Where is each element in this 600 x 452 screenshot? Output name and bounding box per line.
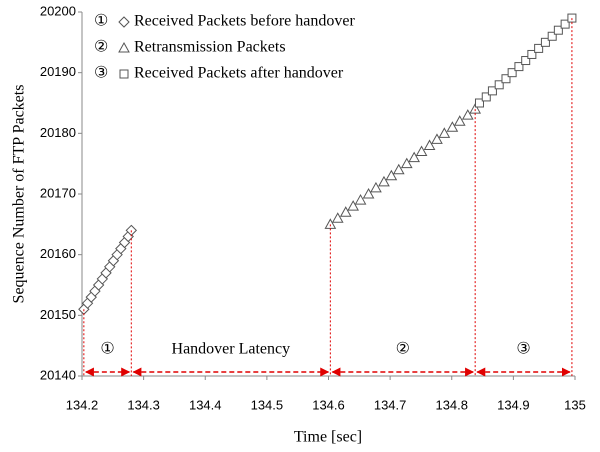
marker-triangle bbox=[362, 187, 375, 199]
marker-triangle bbox=[461, 109, 474, 120]
x-tick-label: 134.8 bbox=[435, 397, 468, 412]
y-tick-label: 20150 bbox=[40, 307, 76, 322]
marker-triangle bbox=[370, 181, 382, 193]
marker-square bbox=[481, 92, 491, 102]
x-tick-label: 134.7 bbox=[374, 397, 407, 412]
marker-square bbox=[507, 68, 517, 78]
y-tick-label: 20180 bbox=[40, 125, 76, 140]
x-tick-label: 134.5 bbox=[251, 397, 284, 412]
marker-square bbox=[521, 56, 531, 66]
legend-label: Retransmission Packets bbox=[134, 39, 286, 56]
y-tick-label: 20140 bbox=[40, 367, 76, 382]
marker-triangle bbox=[415, 145, 428, 157]
x-tick-label: 135 bbox=[564, 397, 586, 412]
marker-triangle bbox=[453, 115, 466, 126]
marker-triangle bbox=[408, 151, 421, 163]
y-axis-label: Sequence Number of FTP Packets bbox=[11, 85, 28, 304]
legend-label: Received Packets before handover bbox=[134, 13, 355, 30]
marker-triangle bbox=[118, 41, 130, 53]
marker-square bbox=[487, 86, 497, 96]
legend-number: ③ bbox=[94, 65, 108, 82]
marker-triangle bbox=[324, 218, 337, 229]
marker-triangle bbox=[339, 206, 352, 217]
x-tick-label: 134.6 bbox=[312, 397, 345, 412]
legend-number: ① bbox=[94, 13, 108, 30]
x-tick-label: 134.3 bbox=[127, 397, 160, 412]
marker-square bbox=[514, 62, 524, 72]
marker-square bbox=[119, 69, 129, 79]
marker-triangle bbox=[331, 212, 344, 223]
marker-square bbox=[501, 74, 511, 84]
marker-triangle bbox=[385, 169, 398, 181]
marker-square bbox=[540, 37, 550, 47]
marker-triangle bbox=[400, 157, 413, 169]
span-label: ③ bbox=[516, 341, 530, 358]
x-axis-label: Time [sec] bbox=[294, 429, 362, 446]
marker-square bbox=[553, 25, 563, 35]
marker-square bbox=[560, 19, 570, 29]
marker-triangle bbox=[378, 175, 390, 187]
marker-triangle bbox=[446, 121, 459, 132]
marker-square bbox=[534, 43, 544, 53]
marker-triangle bbox=[423, 139, 436, 150]
y-tick-label: 20200 bbox=[40, 3, 76, 18]
marker-triangle bbox=[438, 127, 451, 138]
marker-triangle bbox=[354, 194, 367, 205]
marker-square bbox=[527, 49, 537, 59]
x-tick-label: 134.2 bbox=[66, 397, 99, 412]
span-label: ① bbox=[100, 341, 114, 358]
marker-triangle bbox=[392, 163, 405, 175]
x-tick-label: 134.9 bbox=[497, 397, 530, 412]
marker-square bbox=[494, 80, 504, 90]
marker-triangle bbox=[347, 200, 359, 211]
y-tick-label: 20160 bbox=[40, 246, 76, 261]
y-tick-label: 20190 bbox=[40, 64, 76, 79]
x-tick-label: 134.4 bbox=[189, 397, 222, 412]
span-label: Handover Latency bbox=[172, 341, 291, 358]
marker-square bbox=[547, 31, 557, 41]
legend-label: Received Packets after handover bbox=[134, 65, 344, 82]
marker-triangle bbox=[431, 133, 443, 144]
marker-diamond bbox=[118, 16, 130, 28]
y-tick-label: 20170 bbox=[40, 185, 76, 200]
span-label: ② bbox=[396, 341, 410, 358]
legend-number: ② bbox=[94, 39, 108, 56]
marker-square bbox=[474, 98, 484, 108]
